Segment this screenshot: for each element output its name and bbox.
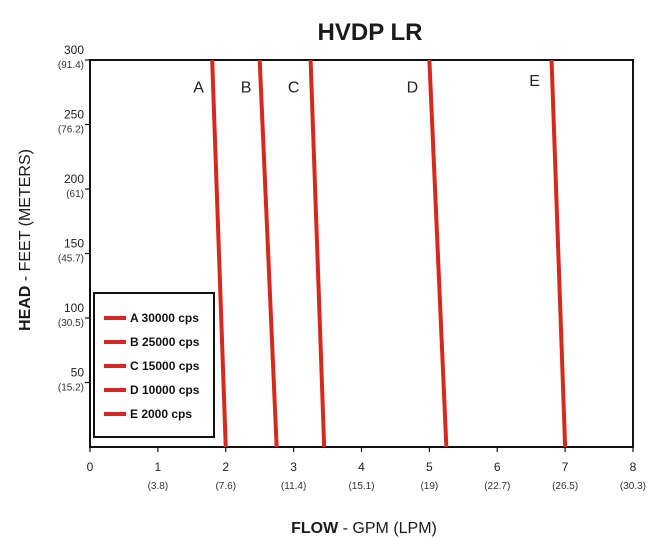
y-tick-sublabel: (76.2) — [58, 125, 84, 136]
x-tick-sublabel: (15.1) — [348, 481, 374, 492]
x-tick-sublabel: (11.4) — [281, 481, 306, 492]
legend-items: A 30000 cps B 25000 cps C 15000 cps D 10000… — [104, 311, 200, 421]
x-tick-label: 7 — [562, 460, 569, 474]
x-tick-sublabel: (7.6) — [215, 481, 236, 492]
y-tick-label: 200 — [64, 172, 84, 186]
y-tick-label: 50 — [71, 366, 85, 380]
legend-label: A 30000 cps — [130, 311, 199, 325]
y-axis-ticks: 50 (15.2) 100 (30.5) 150 (45.7) 200 (61) 250 (76.… — [58, 43, 90, 394]
curve-label: B — [241, 79, 252, 96]
x-tick-label: 8 — [630, 460, 637, 474]
series-line — [308, 59, 327, 448]
legend: A 30000 cps B 25000 cps C 15000 cps D 10000… — [93, 292, 215, 438]
x-axis-label-bold: FLOW — [291, 520, 339, 537]
series-line — [210, 59, 228, 448]
x-tick-label: 4 — [358, 460, 365, 474]
series-line — [257, 59, 279, 448]
y-tick-label: 100 — [64, 301, 84, 315]
series-lines — [210, 59, 568, 448]
y-axis-label-rest: - FEET (METERS) — [17, 149, 34, 286]
curve-label: E — [529, 73, 540, 90]
x-tick-sublabel: (19) — [420, 481, 438, 492]
x-axis-ticks: 0 1 (3.8) 2 (7.6) 3 (11.4) 4 (15.1) 5 (19) 6 (22.7) 7… — [87, 447, 646, 492]
chart-title: HVDP LR — [318, 19, 423, 46]
legend-label: D 10000 cps — [130, 383, 200, 397]
x-tick-sublabel: (26.5) — [552, 481, 578, 492]
legend-label: E 2000 cps — [130, 407, 192, 421]
curve-label: C — [288, 79, 300, 96]
curve-label: A — [193, 79, 204, 96]
x-tick-sublabel: (30.3) — [620, 481, 646, 492]
x-axis-label: FLOW - GPM (LPM) — [291, 520, 437, 537]
y-tick-sublabel: (30.5) — [58, 318, 84, 329]
y-tick-sublabel: (91.4) — [58, 60, 84, 71]
y-tick-sublabel: (45.7) — [58, 254, 84, 265]
y-axis-label: HEAD - FEET (METERS) — [17, 149, 34, 331]
x-tick-label: 3 — [290, 460, 297, 474]
curve-label: D — [407, 79, 419, 96]
y-axis-label-bold: HEAD — [17, 286, 34, 331]
x-tick-label: 6 — [494, 460, 501, 474]
series-line — [549, 59, 568, 448]
legend-label: B 25000 cps — [130, 335, 200, 349]
y-tick-sublabel: (61) — [66, 189, 84, 200]
x-tick-label: 5 — [426, 460, 433, 474]
y-tick-label: 300 — [64, 43, 84, 57]
x-tick-label: 0 — [87, 460, 94, 474]
x-tick-label: 2 — [222, 460, 229, 474]
y-tick-sublabel: (15.2) — [58, 383, 84, 394]
x-tick-label: 1 — [155, 460, 162, 474]
y-tick-label: 250 — [64, 108, 84, 122]
curve-labels: A B C D E — [193, 73, 540, 96]
legend-label: C 15000 cps — [130, 359, 200, 373]
x-tick-sublabel: (3.8) — [148, 481, 169, 492]
x-axis-label-rest: - GPM (LPM) — [338, 520, 437, 537]
y-tick-label: 150 — [64, 237, 84, 251]
series-line — [427, 59, 449, 448]
x-tick-sublabel: (22.7) — [484, 481, 510, 492]
